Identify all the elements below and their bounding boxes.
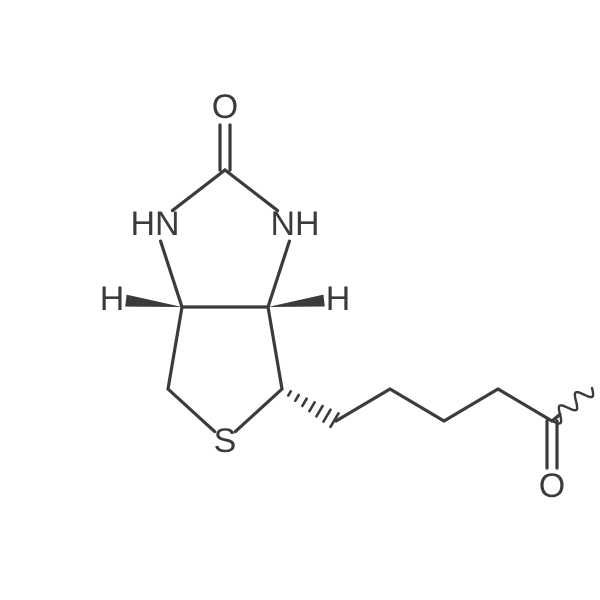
atom-label: HN: [130, 205, 179, 243]
atom-label: H: [326, 280, 351, 318]
atom-label: NH: [270, 205, 319, 243]
atom-label: O: [539, 467, 565, 505]
atom-label: O: [212, 88, 238, 126]
atom-label: H: [100, 280, 125, 318]
chemical-structure-diagram: OHNNHHHSO: [0, 0, 600, 600]
atom-label: S: [214, 422, 237, 460]
